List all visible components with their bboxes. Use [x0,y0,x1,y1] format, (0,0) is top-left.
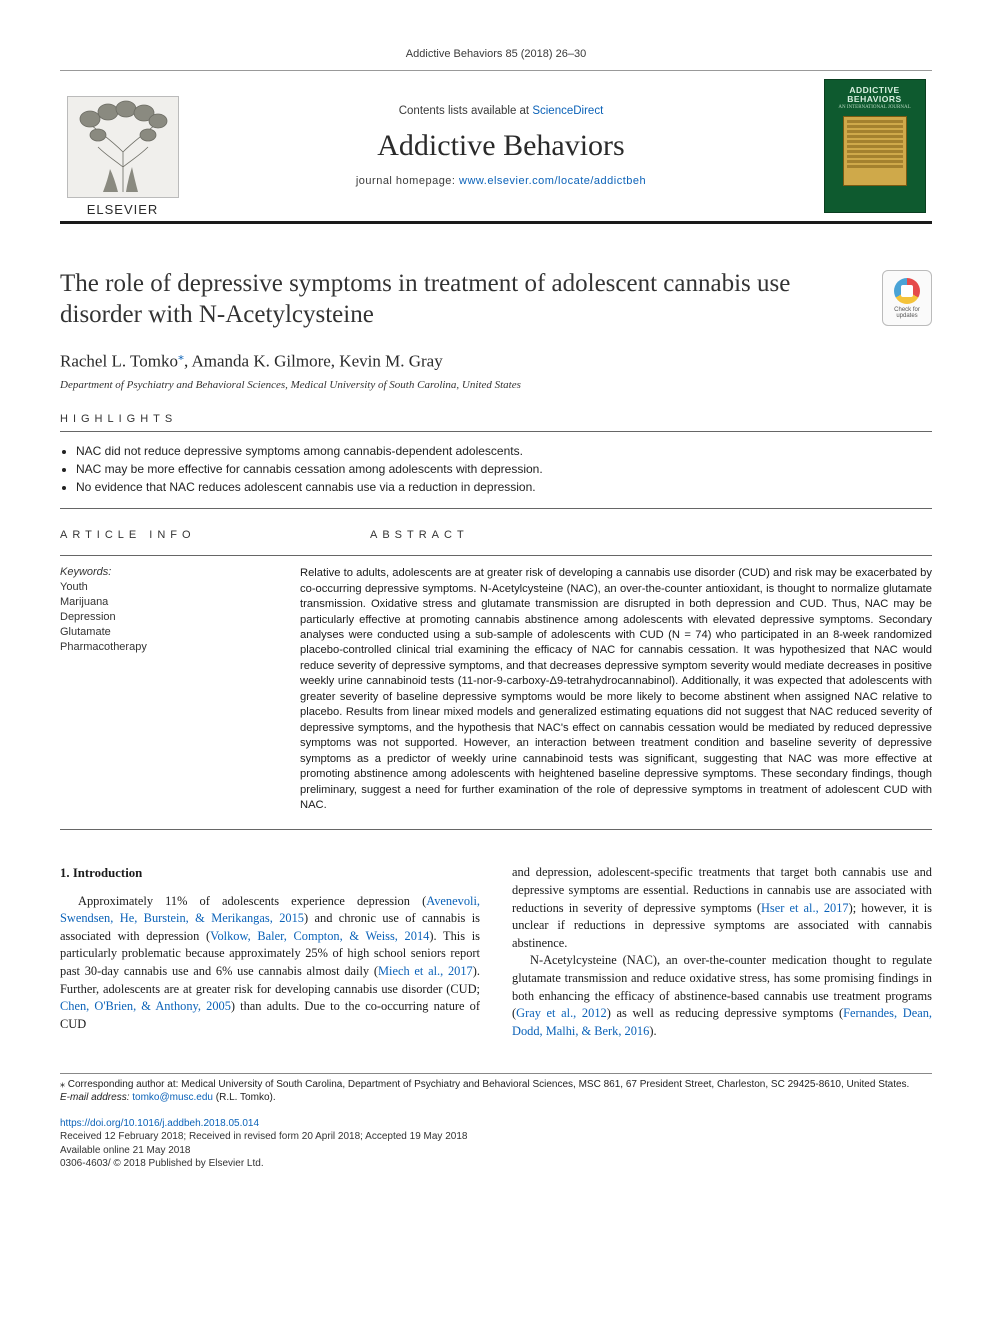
doi-link[interactable]: https://doi.org/10.1016/j.addbeh.2018.05… [60,1118,259,1129]
keyword-item: Glutamate [60,625,280,640]
received-line: Received 12 February 2018; Received in r… [60,1130,932,1144]
footnotes: ⁎ Corresponding author at: Medical Unive… [60,1078,932,1105]
affiliation: Department of Psychiatry and Behavioral … [60,379,932,391]
publisher-block: ELSEVIER [60,71,185,221]
txt: Approximately 11% of adolescents experie… [78,894,426,908]
cover-panel [843,116,907,186]
article-info-label: ARTICLE INFO [60,529,300,541]
contents-pre: Contents lists available at [399,105,533,117]
keyword-item: Depression [60,610,280,625]
article-info-col: Keywords: Youth Marijuana Depression Glu… [60,556,300,829]
keyword-item: Youth [60,580,280,595]
article-title: The role of depressive symptoms in treat… [60,268,864,331]
crossmark-badge[interactable]: Check for updates [882,270,932,326]
citation-text: Addictive Behaviors 85 (2018) 26–30 [406,48,586,60]
citation-link[interactable]: Gray et al., 2012 [516,1006,607,1020]
citation-link[interactable]: Volkow, Baler, Compton, & Weiss, 2014 [210,929,429,943]
txt: ) as well as reducing depressive symptom… [607,1006,843,1020]
info-abstract-row: Keywords: Youth Marijuana Depression Glu… [60,555,932,830]
page-root: Addictive Behaviors 85 (2018) 26–30 [0,0,992,1211]
crossmark-l2: updates [896,313,917,319]
abstract-col: Relative to adults, adolescents are at g… [300,556,932,829]
corresponding-author-note: ⁎ Corresponding author at: Medical Unive… [60,1078,932,1092]
sciencedirect-link[interactable]: ScienceDirect [532,105,603,117]
author-3: Kevin M. Gray [339,351,442,370]
email-paren: (R.L. Tomko). [216,1092,276,1103]
right-column: and depression, adolescent-specific trea… [512,864,932,1040]
highlights-label: HIGHLIGHTS [60,413,932,425]
cover-title: ADDICTIVE BEHAVIORS [847,86,901,104]
publication-block: https://doi.org/10.1016/j.addbeh.2018.05… [60,1117,932,1171]
sep: , [184,351,192,370]
email-label: E-mail address: [60,1092,129,1103]
intro-para-right-2: N-Acetylcysteine (NAC), an over-the-coun… [512,952,932,1040]
homepage-line: journal homepage: www.elsevier.com/locat… [356,175,646,187]
citation-link[interactable]: Chen, O'Brien, & Anthony, 2005 [60,999,231,1013]
cover-subtitle: AN INTERNATIONAL JOURNAL [838,105,910,110]
title-row: The role of depressive symptoms in treat… [60,268,932,331]
author-1: Rachel L. Tomko [60,351,178,370]
tree-icon [68,97,178,197]
email-line: E-mail address: tomko@musc.edu (R.L. Tom… [60,1091,932,1105]
section-heading: 1. Introduction [60,864,480,882]
copyright-line: 0306-4603/ © 2018 Published by Elsevier … [60,1157,932,1171]
abstract-text: Relative to adults, adolescents are at g… [300,566,932,813]
body-columns: 1. Introduction Approximately 11% of ado… [60,864,932,1040]
intro-para-left: Approximately 11% of adolescents experie… [60,893,480,1034]
citation-link[interactable]: Hser et al., 2017 [761,901,849,915]
authors-line: Rachel L. Tomko⁎, Amanda K. Gilmore, Kev… [60,349,932,372]
contents-lists-line: Contents lists available at ScienceDirec… [399,105,604,117]
highlights-list: NAC did not reduce depressive symptoms a… [60,442,932,496]
homepage-link[interactable]: www.elsevier.com/locate/addictbeh [459,175,646,187]
cover-title-l2: BEHAVIORS [847,94,901,104]
author-2: Amanda K. Gilmore [192,351,331,370]
section-title: Introduction [73,866,142,880]
publisher-wordmark: ELSEVIER [87,202,159,217]
keyword-item: Marijuana [60,595,280,610]
highlights-block: NAC did not reduce depressive symptoms a… [60,431,932,509]
banner-center: Contents lists available at ScienceDirec… [185,71,817,221]
banner-right: ADDICTIVE BEHAVIORS AN INTERNATIONAL JOU… [817,71,932,221]
email-link[interactable]: tomko@musc.edu [132,1092,213,1103]
available-online-line: Available online 21 May 2018 [60,1144,932,1158]
journal-name: Addictive Behaviors [377,129,624,163]
intro-para-right-1: and depression, adolescent-specific trea… [512,864,932,952]
elsevier-tree-logo [67,96,179,198]
crossmark-text: Check for updates [894,307,920,319]
journal-cover-thumb: ADDICTIVE BEHAVIORS AN INTERNATIONAL JOU… [824,79,926,213]
txt: ). [649,1024,656,1038]
journal-banner: ELSEVIER Contents lists available at Sci… [60,70,932,224]
abstract-label: ABSTRACT [370,529,469,541]
keywords-heading: Keywords: [60,566,280,578]
citation-link[interactable]: Miech et al., 2017 [378,964,473,978]
footnote-rule [60,1073,932,1074]
crossmark-icon [894,278,920,304]
section-number: 1. [60,866,70,880]
left-column: 1. Introduction Approximately 11% of ado… [60,864,480,1040]
homepage-pre: journal homepage: [356,175,459,187]
highlight-item: NAC did not reduce depressive symptoms a… [76,442,932,460]
keyword-item: Pharmacotherapy [60,640,280,655]
info-abs-labels: ARTICLE INFO ABSTRACT [60,529,932,541]
highlight-item: No evidence that NAC reduces adolescent … [76,478,932,496]
running-citation: Addictive Behaviors 85 (2018) 26–30 [60,48,932,60]
highlight-item: NAC may be more effective for cannabis c… [76,460,932,478]
keywords-list: Youth Marijuana Depression Glutamate Pha… [60,580,280,654]
